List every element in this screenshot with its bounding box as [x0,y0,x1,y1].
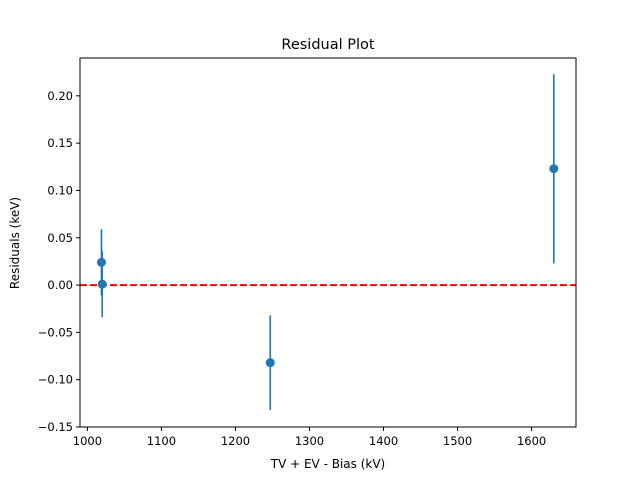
y-axis-label: Residuals (keV) [8,197,22,289]
x-tick-label: 1300 [295,434,324,448]
y-tick-label: 0.20 [47,89,73,103]
x-tick-label: 1000 [73,434,102,448]
x-tick-label: 1400 [369,434,398,448]
x-axis-label: TV + EV - Bias (kV) [270,457,385,471]
x-tick-label: 1600 [517,434,546,448]
data-point [97,279,107,289]
y-tick-label: 0.10 [47,183,73,197]
data-point [265,358,275,368]
data-point [96,257,106,267]
x-tick-label: 1500 [443,434,472,448]
y-tick-label: 0.15 [47,136,73,150]
x-tick-label: 1200 [221,434,250,448]
y-tick-label: −0.10 [38,373,73,387]
y-tick-label: 0.00 [47,278,73,292]
y-tick-label: −0.05 [38,325,73,339]
plot-frame [79,57,577,428]
y-tick-label: −0.15 [38,420,73,434]
chart-title: Residual Plot [281,37,374,53]
x-tick-label: 1100 [147,434,176,448]
axis-ticks: 1000 1100 1200 1300 1400 1500 1600 −0.15 −0.10 −0… [38,89,546,448]
data-marks [80,74,576,410]
data-point [549,164,559,174]
y-tick-label: 0.05 [47,231,73,245]
